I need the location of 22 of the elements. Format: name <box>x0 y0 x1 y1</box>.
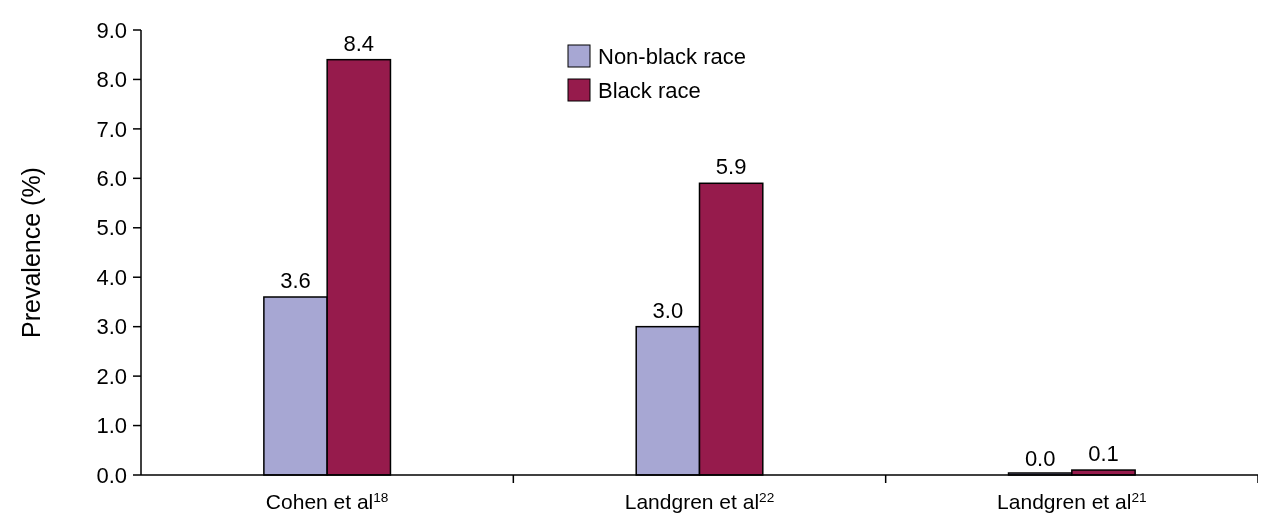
x-tick-label: Landgren et al$^{22}$ <box>624 489 775 513</box>
y-tick-label: 5.0 <box>96 215 127 241</box>
legend-label: Non-black race <box>598 43 746 69</box>
y-tick-label: 0.0 <box>96 462 127 488</box>
y-tick-label: 2.0 <box>96 363 127 389</box>
data-label: 3.0 <box>652 297 684 323</box>
y-tick-label: 6.0 <box>96 166 127 192</box>
data-label: 5.9 <box>715 154 747 180</box>
x-tick-label: Landgren et al$^{21}$ <box>997 489 1147 513</box>
y-tick-label: 8.0 <box>96 67 127 93</box>
y-tick-label: 3.0 <box>96 314 127 340</box>
y-tick-label: 4.0 <box>96 264 127 290</box>
x-tick-label: Cohen et al$^{18}$ <box>265 489 389 513</box>
y-tick-label: 7.0 <box>96 116 127 142</box>
y-axis-title: Prevalence (%) <box>17 167 45 338</box>
y-tick-label: 9.0 <box>96 17 127 43</box>
legend-label: Black race <box>598 77 701 103</box>
y-tick-label: 1.0 <box>96 413 127 439</box>
data-label: 3.6 <box>280 268 311 293</box>
data-label: 0.1 <box>1088 441 1119 467</box>
data-label: 0.0 <box>1024 446 1056 471</box>
data-label: 8.4 <box>343 30 375 56</box>
